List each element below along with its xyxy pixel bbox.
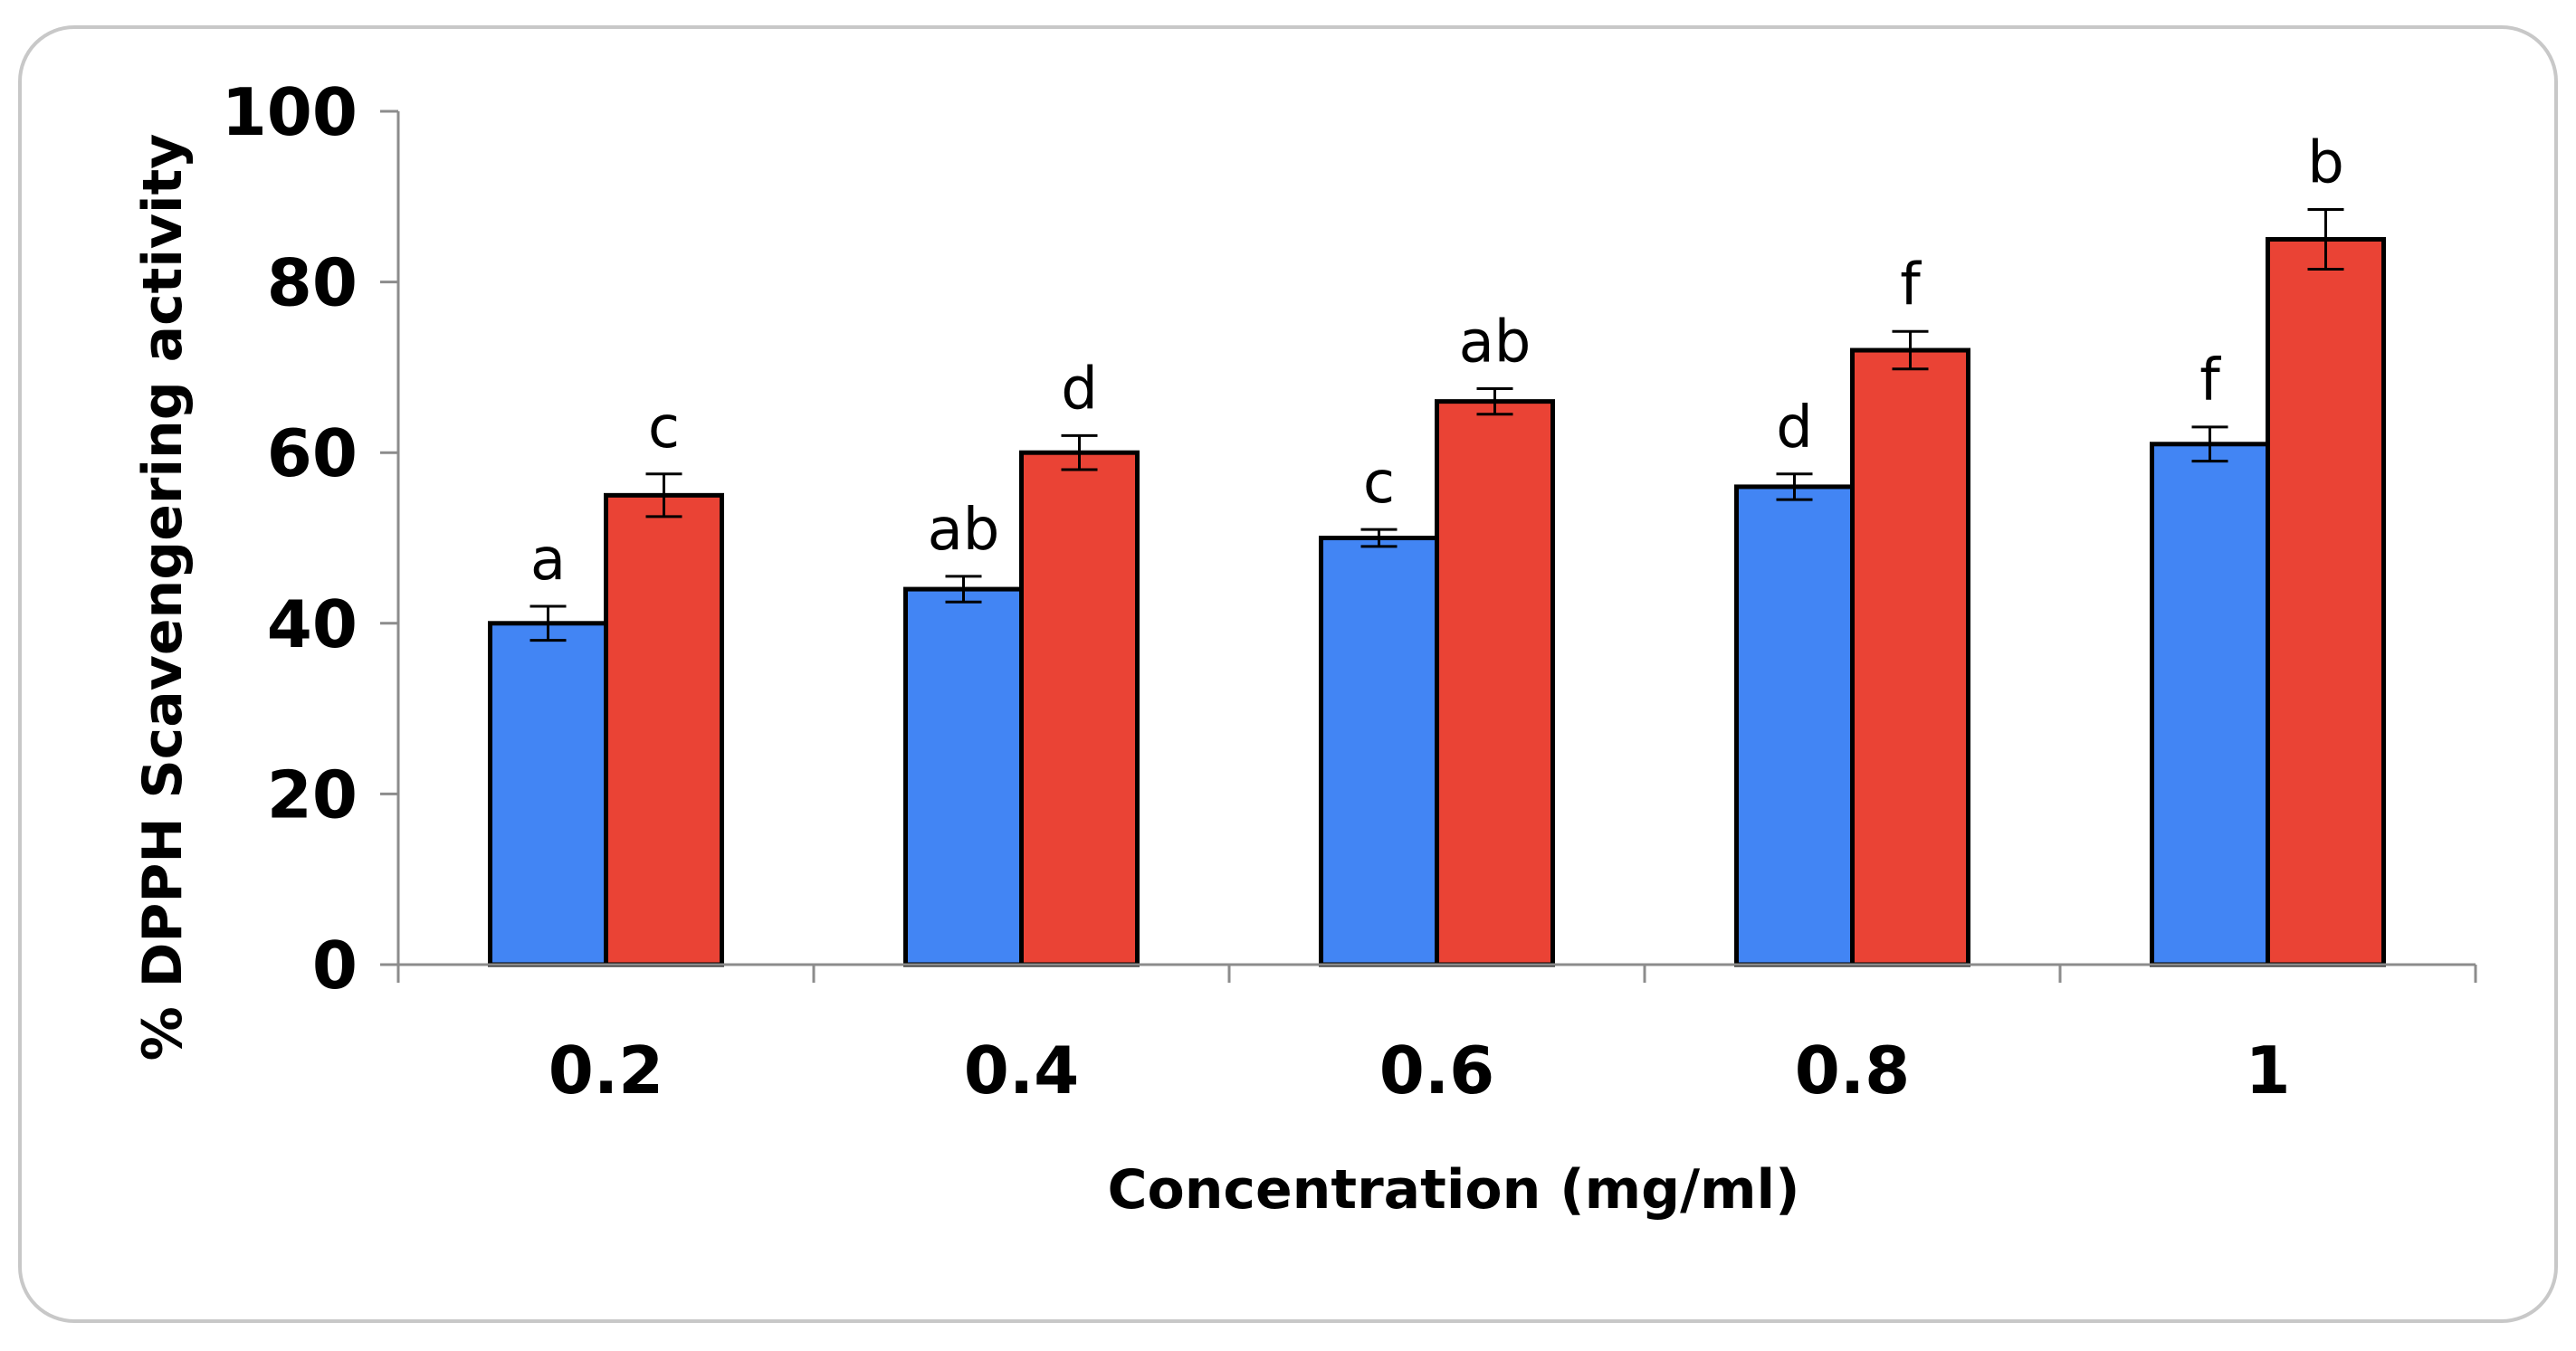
significance-label: a [530,527,566,594]
bar-series-1 [488,621,608,967]
bar-series-1 [1319,536,1439,967]
x-tick-label: 0.6 [1379,1032,1495,1108]
bar-series-2 [2266,236,2386,967]
y-tick-label: 0 [312,928,358,1004]
y-tick-label: 100 [222,74,358,150]
bar-series-1 [903,586,1024,967]
significance-label: d [1776,395,1813,461]
x-tick-label: 1 [2245,1032,2290,1108]
y-tick-label: 60 [267,415,358,491]
significance-label: f [2199,347,2221,414]
significance-label: d [1061,356,1098,423]
bar-series-2 [604,492,724,967]
bar-series-1 [2150,442,2270,967]
y-tick-label: 80 [267,245,358,321]
x-axis-ticks: 0.2 0.4 0.6 0.8 1 [396,965,2477,1108]
x-tick-label: 0.2 [549,1032,664,1108]
x-axis-title: Concentration (mg/ml) [1107,1158,1799,1222]
x-tick-label: 0.8 [1795,1032,1911,1108]
bar-series-2 [1850,347,1970,967]
significance-label: ab [1459,309,1531,376]
error-bars [530,207,2344,642]
x-tick-label: 0.4 [964,1032,1080,1108]
y-axis-ticks: 0 20 40 60 80 100 [222,74,398,1004]
significance-label: b [2307,129,2344,196]
bar-series-2 [1435,399,1555,967]
significance-labels: a c ab d c ab d f f b [530,129,2344,593]
bar-series-2 [1019,450,1140,967]
significance-label: c [648,395,680,461]
bars [488,236,2386,967]
significance-label: c [1363,450,1395,517]
significance-label: f [1900,252,1922,319]
significance-label: ab [928,497,1000,564]
y-tick-label: 40 [267,586,358,662]
bar-series-1 [1734,484,1855,967]
y-tick-label: 20 [267,756,358,832]
y-axis-title: % DPPH Scavengering activity [131,134,195,1061]
